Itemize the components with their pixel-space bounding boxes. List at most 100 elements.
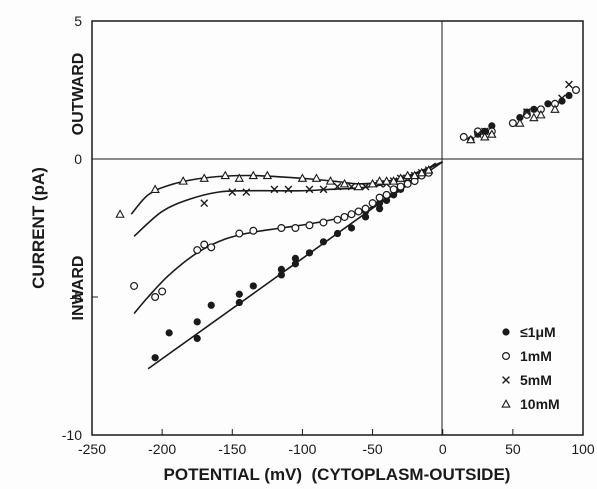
- data-point-series-3: [262, 170, 273, 180]
- data-point-series-0: [488, 122, 496, 130]
- data-point-series-1: [361, 204, 370, 213]
- data-point-series-1: [235, 229, 244, 238]
- data-point-series-0: [193, 334, 201, 342]
- data-point-series-2: [522, 108, 531, 116]
- data-point-series-0: [207, 301, 215, 309]
- data-point-series-2: [473, 130, 482, 139]
- data-point-series-3: [402, 170, 413, 180]
- data-point-series-2: [305, 185, 314, 194]
- data-point-series-2: [480, 127, 489, 136]
- legend-label: ≤1μM: [520, 324, 556, 340]
- data-point-series-3: [325, 176, 336, 185]
- data-point-series-1: [459, 132, 468, 141]
- data-point-series-0: [249, 282, 257, 290]
- data-point-series-3: [311, 173, 322, 182]
- x-tick-label: 100: [571, 441, 595, 457]
- data-point-series-0: [319, 238, 328, 246]
- data-point-series-1: [389, 185, 398, 194]
- data-point-series-3: [416, 167, 427, 177]
- data-point-series-3: [150, 184, 160, 193]
- data-point-series-0: [516, 114, 524, 122]
- x-tick-label: -100: [288, 441, 316, 457]
- data-point-series-0: [235, 298, 243, 307]
- data-point-series-1: [375, 193, 384, 202]
- data-point-series-0: [305, 249, 314, 257]
- data-point-series-3: [339, 178, 350, 188]
- plot-frame: [91, 20, 584, 436]
- data-point-series-3: [367, 178, 378, 188]
- y-axis-title: CURRENT (pA): [29, 167, 48, 289]
- data-point-series-0: [544, 100, 552, 108]
- data-point-series-3: [536, 109, 546, 119]
- data-point-series-3: [297, 173, 308, 182]
- legend-marker: [502, 328, 510, 336]
- data-point-series-2: [558, 94, 566, 103]
- data-point-series-1: [193, 246, 202, 255]
- fit-curve-2: [133, 161, 444, 237]
- data-point-series-3: [374, 176, 385, 185]
- data-point-series-1: [508, 119, 517, 128]
- data-point-series-0: [291, 254, 300, 262]
- data-point-series-2: [565, 80, 573, 89]
- data-point-series-1: [340, 212, 349, 221]
- data-point-series-1: [354, 207, 363, 216]
- data-point-series-0: [277, 265, 285, 273]
- data-point-series-0: [383, 196, 391, 204]
- y-label-outward: OUTWARD: [70, 53, 87, 136]
- x-tick-label: 0: [439, 441, 447, 457]
- data-point-series-2: [200, 199, 209, 208]
- legend-label: 5mM: [520, 372, 552, 388]
- data-point-series-0: [235, 290, 243, 298]
- data-point-series-3: [388, 176, 399, 185]
- data-point-series-0: [361, 213, 370, 221]
- data-point-series-3: [550, 104, 560, 113]
- legend-label: 10mM: [520, 396, 560, 412]
- legend-label: 1mM: [520, 348, 552, 364]
- data-point-series-2: [228, 188, 237, 197]
- data-point-series-1: [151, 293, 160, 302]
- data-point-series-1: [319, 218, 328, 227]
- x-tick-label: -250: [78, 441, 106, 457]
- data-point-series-0: [151, 354, 159, 362]
- data-point-series-0: [375, 199, 384, 207]
- data-point-series-2: [242, 188, 251, 197]
- x-axis-title: POTENTIAL (mV) (CYTOPLASM-OUTSIDE): [164, 465, 511, 484]
- data-point-series-3: [515, 118, 525, 127]
- data-point-series-1: [382, 190, 391, 199]
- data-point-series-0: [277, 271, 285, 279]
- data-point-series-2: [319, 185, 328, 194]
- data-point-series-1: [249, 226, 258, 235]
- data-point-series-2: [333, 182, 342, 191]
- axis-ticks: -250 -200 -150 -100 -50 0 50 100-10-505: [62, 13, 595, 457]
- x-tick-label: -200: [148, 441, 176, 457]
- data-point-series-0: [530, 105, 538, 113]
- data-point-series-0: [333, 229, 342, 238]
- y-tick-label: -10: [62, 427, 82, 443]
- data-point-series-3: [234, 173, 245, 182]
- data-point-series-1: [347, 210, 356, 219]
- x-tick-label: 50: [505, 441, 521, 457]
- data-point-series-1: [130, 281, 139, 290]
- data-point-series-3: [353, 181, 364, 191]
- data-point-series-1: [277, 224, 286, 233]
- data-point-series-3: [409, 170, 420, 180]
- data-point-series-0: [193, 318, 201, 326]
- data-point-series-3: [423, 165, 434, 174]
- data-point-series-0: [347, 224, 356, 232]
- data-point-series-0: [291, 260, 300, 268]
- legend-marker: [502, 376, 510, 384]
- data-point-series-3: [529, 112, 539, 122]
- data-point-series-3: [199, 173, 209, 182]
- data-point-series-0: [390, 191, 398, 199]
- data-point-series-1: [158, 287, 167, 296]
- data-point-series-0: [375, 205, 384, 213]
- data-point-series-2: [361, 182, 370, 191]
- data-point-series-3: [178, 176, 188, 185]
- y-tick-label: 5: [74, 13, 82, 29]
- data-point-series-3: [248, 170, 259, 180]
- data-point-series-2: [284, 185, 293, 194]
- legend-marker: [501, 399, 511, 408]
- data-point-series-1: [207, 243, 216, 252]
- data-point-series-1: [305, 221, 314, 230]
